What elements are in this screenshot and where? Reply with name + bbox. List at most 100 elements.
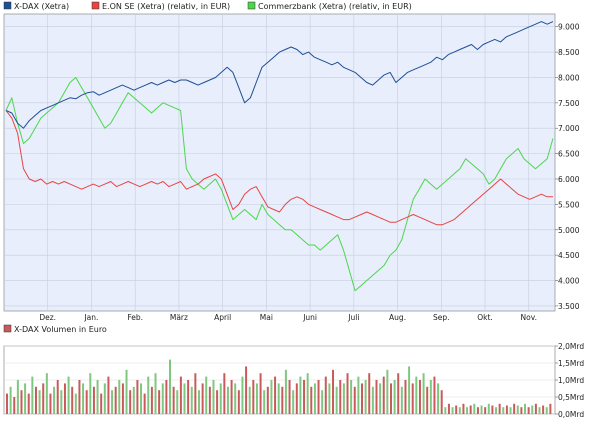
volume-bar (462, 403, 465, 414)
volume-bar (379, 383, 382, 414)
volume-bar (353, 386, 356, 414)
volume-bar (140, 383, 143, 414)
volume-y-tick-label: 1,0Mrd (558, 376, 584, 385)
legend-swatch-commerzbank (247, 1, 256, 10)
volume-bar (295, 383, 298, 414)
price-x-tick-label: Jan. (83, 313, 98, 322)
volume-bar (440, 390, 443, 414)
volume-bar (527, 407, 530, 414)
legend-label-commerzbank: Commerzbank (Xetra) (relativ, in EUR) (258, 2, 412, 11)
volume-bar (324, 376, 327, 414)
volume-bar (158, 390, 161, 414)
volume-bar (6, 393, 8, 414)
volume-bar (524, 403, 527, 414)
volume-bar (205, 376, 208, 414)
price-x-tick-label: Feb. (127, 313, 143, 322)
volume-y-axis: 0,0Mrd 0,5Mrd 1,0Mrd 1,5Mrd 2,0Mrd (555, 342, 584, 419)
volume-bar (274, 376, 277, 414)
volume-bar (53, 386, 56, 414)
volume-bar (332, 369, 335, 414)
price-plot: 3.500 4.000 4.500 5.000 5.500 6.000 6.500 7.000… (3, 13, 580, 322)
volume-bar (125, 369, 128, 414)
volume-bar (415, 376, 418, 414)
volume-bar (194, 373, 197, 414)
price-y-tick-label: 8.000 (558, 73, 580, 82)
volume-bar (237, 390, 240, 414)
volume-bar (129, 390, 132, 414)
price-line-commerzbank (5, 77, 554, 292)
volume-bar (132, 386, 135, 414)
price-x-tick-label: Juli (347, 313, 359, 322)
volume-bar (469, 405, 472, 414)
price-x-tick-label: Juni (302, 313, 317, 322)
price-x-tick-label: Nov. (521, 313, 537, 322)
volume-bar (197, 390, 200, 414)
volume-bar (335, 386, 338, 414)
volume-bar (411, 383, 414, 414)
price-x-tick-label: Sep. (433, 313, 450, 322)
volume-bar (31, 376, 34, 414)
volume-bar (20, 390, 23, 414)
volume-bar (284, 369, 287, 414)
volume-bar (313, 383, 316, 414)
price-x-tick-label: März (170, 313, 188, 322)
volume-bar (111, 390, 114, 414)
volume-bar (393, 380, 396, 414)
volume-bar (473, 403, 476, 414)
volume-bar (71, 386, 74, 414)
volume-bar (487, 403, 490, 414)
price-plot-background (3, 13, 556, 312)
volume-bar (118, 380, 121, 414)
volume-bar (476, 407, 479, 414)
volume-bar (422, 373, 425, 414)
volume-bar (357, 376, 360, 414)
volume-bar (248, 386, 251, 414)
volume-bar (509, 407, 512, 414)
price-y-tick-label: 4.000 (558, 277, 580, 286)
volume-bar (368, 373, 371, 414)
volume-bar (346, 373, 349, 414)
volume-bar (226, 386, 229, 414)
volume-bar (513, 403, 516, 414)
volume-bar (219, 383, 222, 414)
volume-bar (179, 376, 182, 414)
volume-bar (67, 376, 70, 414)
volume-bar (444, 407, 447, 414)
volume-bar (234, 383, 237, 414)
legend-label-volume: X-DAX Volumen in Euro (14, 325, 107, 334)
volume-bar (495, 407, 498, 414)
volume-bar (136, 380, 139, 414)
price-y-tick-label: 8.500 (558, 48, 580, 57)
volume-bar (161, 383, 164, 414)
price-y-axis: 3.500 4.000 4.500 5.000 5.500 6.000 6.500 7.000… (555, 23, 580, 311)
price-lines (5, 21, 554, 292)
volume-bar (147, 376, 150, 414)
volume-bar (201, 383, 204, 414)
price-line-xdax (5, 21, 554, 129)
volume-bar (263, 390, 266, 414)
volume-bar (252, 380, 255, 414)
volume-bar (255, 383, 258, 414)
volume-bar (96, 380, 99, 414)
volume-bar (310, 386, 313, 414)
volume-bar (505, 405, 508, 414)
volume-bar (100, 393, 103, 414)
volume-bar (89, 373, 92, 414)
price-y-tick-label: 5.000 (558, 226, 580, 235)
volume-bar (42, 383, 45, 414)
volume-bar (303, 380, 306, 414)
volume-bar (389, 383, 392, 414)
volume-bar (190, 386, 193, 414)
volume-bars (6, 359, 552, 414)
volume-bar (49, 393, 52, 414)
volume-bar (103, 383, 106, 414)
price-x-tick-label: Dez. (39, 313, 56, 322)
volume-legend: X-DAX Volumen in Euro (3, 324, 107, 334)
legend-label-eon: E.ON SE (Xetra) (relativ, in EUR) (102, 2, 230, 11)
price-x-tick-label: Mai (260, 313, 273, 322)
volume-bar (208, 386, 211, 414)
price-x-axis: Dez. Jan. Feb. März April Mai Juni Juli Aug. Sep.… (39, 313, 537, 322)
volume-bar (317, 380, 320, 414)
volume-bar (520, 407, 523, 414)
